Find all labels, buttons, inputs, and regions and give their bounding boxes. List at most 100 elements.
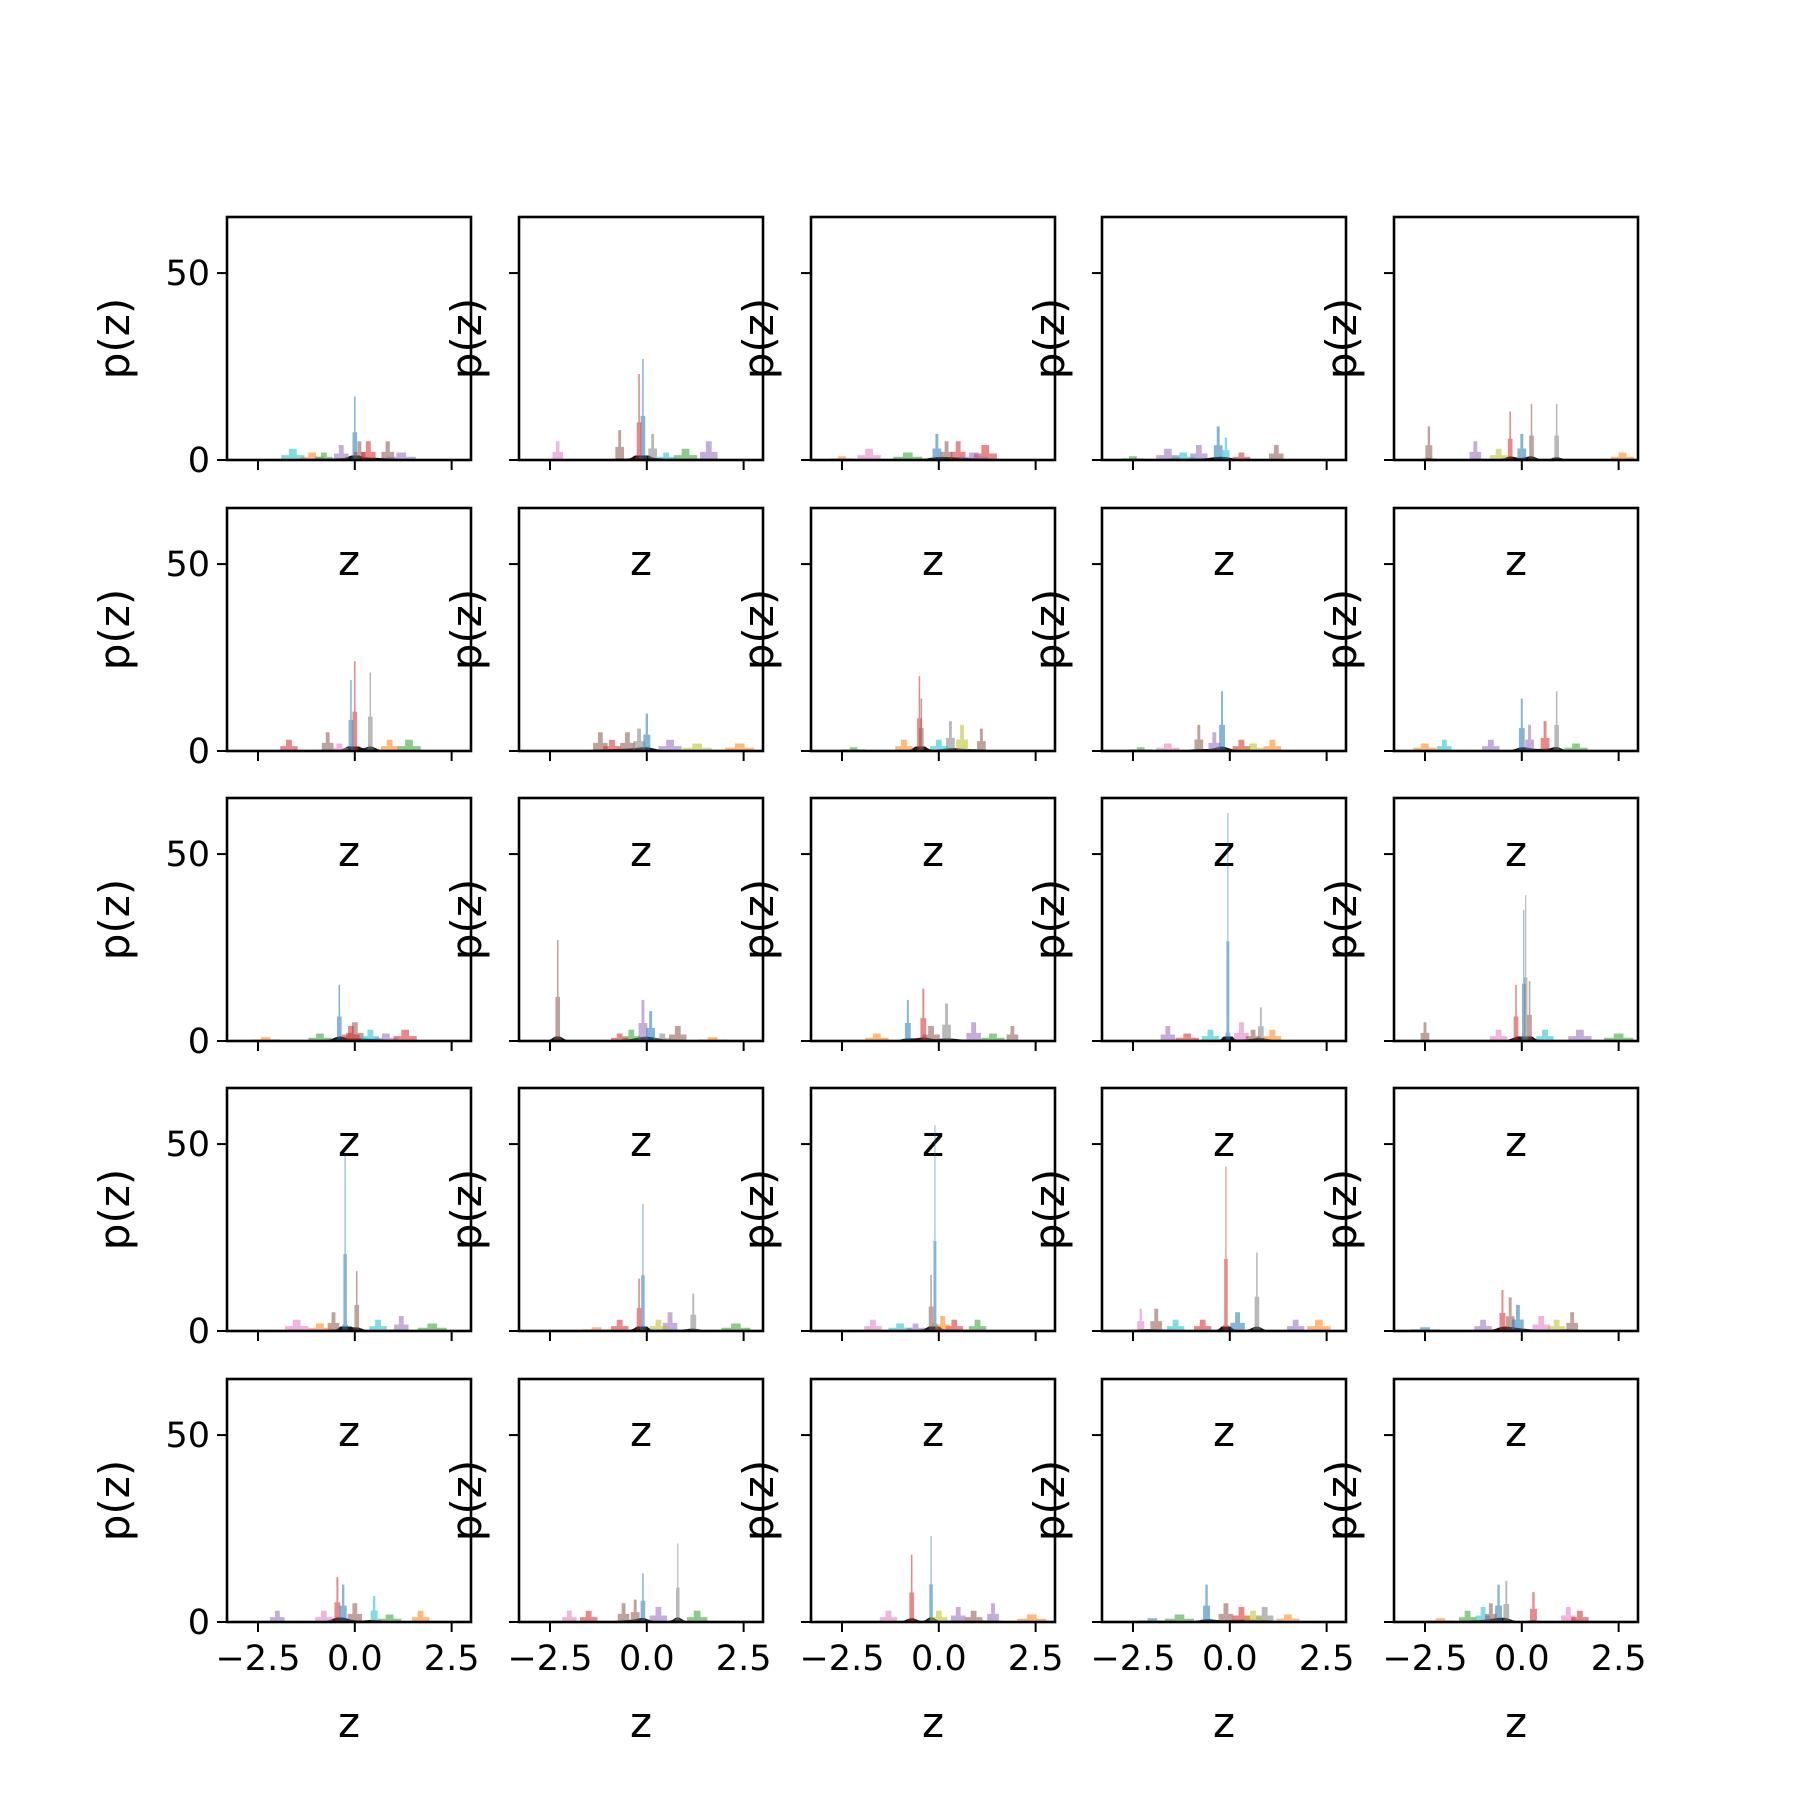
y-axis-label: p(z) <box>1025 298 1074 379</box>
axes-frame <box>517 215 765 462</box>
histogram-peak <box>326 445 354 460</box>
histogram-peak <box>1516 698 1527 751</box>
x-tick-label: 2.5 <box>424 1639 480 1679</box>
histogram-peak <box>928 1316 955 1331</box>
histogram-peak <box>381 1029 425 1041</box>
subplot-22: −2.5 0.0 2.5 z p(z) <box>442 1377 771 1747</box>
axes-frame <box>517 1377 765 1624</box>
axes-frame <box>1100 215 1348 462</box>
x-tick-label: 0.0 <box>911 1639 967 1679</box>
y-tick-label: 0 <box>188 1603 210 1643</box>
plot-area <box>1102 426 1346 460</box>
x-axis-label: z <box>1505 827 1527 876</box>
x-axis-label: z <box>630 1407 652 1456</box>
histogram-peak <box>350 396 359 460</box>
histogram-peak <box>1539 1319 1572 1331</box>
subplot-8: z p(z) <box>734 506 1057 876</box>
axes-frame <box>1392 1086 1640 1333</box>
subplot-23: −2.5 0.0 2.5 z p(z) <box>734 1377 1063 1747</box>
histogram-peak <box>321 743 354 751</box>
axes-frame <box>517 796 765 1043</box>
plot-area <box>1394 895 1638 1041</box>
plot-area <box>1102 1584 1346 1622</box>
plot-area <box>811 988 1055 1041</box>
x-axis-label: z <box>1505 1698 1527 1747</box>
histogram-peak <box>972 728 989 751</box>
axes-frame <box>1392 215 1640 462</box>
y-axis-label: p(z) <box>1025 879 1074 960</box>
histogram-peak <box>1278 1319 1311 1331</box>
histogram-peak <box>1552 403 1561 460</box>
histogram-peak <box>321 1312 344 1331</box>
histogram-peak <box>1465 1319 1498 1331</box>
y-axis-label: p(z) <box>442 1460 491 1541</box>
x-tick-label: −2.5 <box>507 1639 592 1679</box>
histogram-peak <box>1150 1614 1204 1622</box>
histogram-peak <box>611 1603 634 1622</box>
subplot-21: −2.5 0.0 2.5 z 0 50 p(z) <box>90 1377 480 1747</box>
plot-area <box>1394 1580 1638 1622</box>
histogram-peak <box>610 430 627 460</box>
histogram-peak <box>350 661 359 751</box>
y-axis-label: p(z) <box>734 879 783 960</box>
histogram-peak <box>613 1029 646 1041</box>
y-tick-label: 50 <box>165 545 210 585</box>
aggregate-density <box>1394 747 1638 751</box>
axes-frame <box>225 796 473 1043</box>
histogram-peak <box>1560 1312 1582 1331</box>
aggregate-density <box>1102 1036 1346 1041</box>
subplot-1: z 0 50 p(z) <box>90 215 473 585</box>
plot-area <box>519 940 763 1041</box>
x-axis-label: z <box>630 536 652 585</box>
histogram-peak <box>1254 1007 1266 1041</box>
histogram-peak <box>306 1610 339 1622</box>
histogram-peak <box>944 452 998 460</box>
plot-area <box>811 676 1055 751</box>
axes-frame <box>517 506 765 753</box>
plot-area <box>1102 812 1346 1041</box>
histogram-peak <box>960 1319 993 1331</box>
x-axis-label: z <box>1213 536 1235 585</box>
histogram-peak <box>1199 1584 1213 1622</box>
histogram-peak <box>1522 895 1529 1041</box>
subplot-20: z p(z) <box>1317 1086 1640 1456</box>
histogram-peak <box>365 672 375 751</box>
aggregate-density <box>227 1326 471 1331</box>
y-axis-label: p(z) <box>90 1169 139 1250</box>
subplot-2: z p(z) <box>442 215 765 585</box>
histogram-peak <box>916 698 926 751</box>
histogram-peak <box>643 433 660 460</box>
histogram-peak <box>662 448 705 460</box>
histogram-peak <box>969 1033 1013 1041</box>
histogram-peak <box>1562 1610 1595 1622</box>
histogram-peak <box>1158 1319 1191 1331</box>
histogram-peak <box>367 1595 380 1622</box>
histogram-peak <box>602 1033 635 1041</box>
histogram-peak <box>273 1319 317 1331</box>
histogram-peak <box>648 452 681 460</box>
y-axis-label: p(z) <box>734 1460 783 1541</box>
histogram-peak <box>937 1003 954 1041</box>
y-axis-label: p(z) <box>1317 1460 1366 1541</box>
histogram-peak <box>1511 984 1520 1041</box>
histogram-peak <box>1513 433 1530 460</box>
histogram-peak <box>1481 1029 1514 1041</box>
histogram-peak <box>316 732 338 751</box>
plot-area <box>227 396 471 460</box>
histogram-peak <box>921 739 954 751</box>
x-axis-label: z <box>630 1117 652 1166</box>
y-axis-label: p(z) <box>1025 1460 1074 1541</box>
histogram-peak <box>612 732 640 751</box>
histogram-peak <box>1000 1026 1023 1041</box>
histogram-peak <box>1552 743 1596 751</box>
histogram-peak <box>366 1614 410 1622</box>
histogram-peak <box>1463 441 1486 460</box>
histogram-peak <box>1264 1614 1308 1622</box>
aggregate-density <box>227 455 471 460</box>
subplot-7: z p(z) <box>442 506 765 876</box>
histogram-peak <box>385 739 429 751</box>
histogram-peak <box>1002 1614 1055 1622</box>
histogram-peak <box>660 1026 693 1041</box>
y-axis-label: p(z) <box>90 879 139 960</box>
